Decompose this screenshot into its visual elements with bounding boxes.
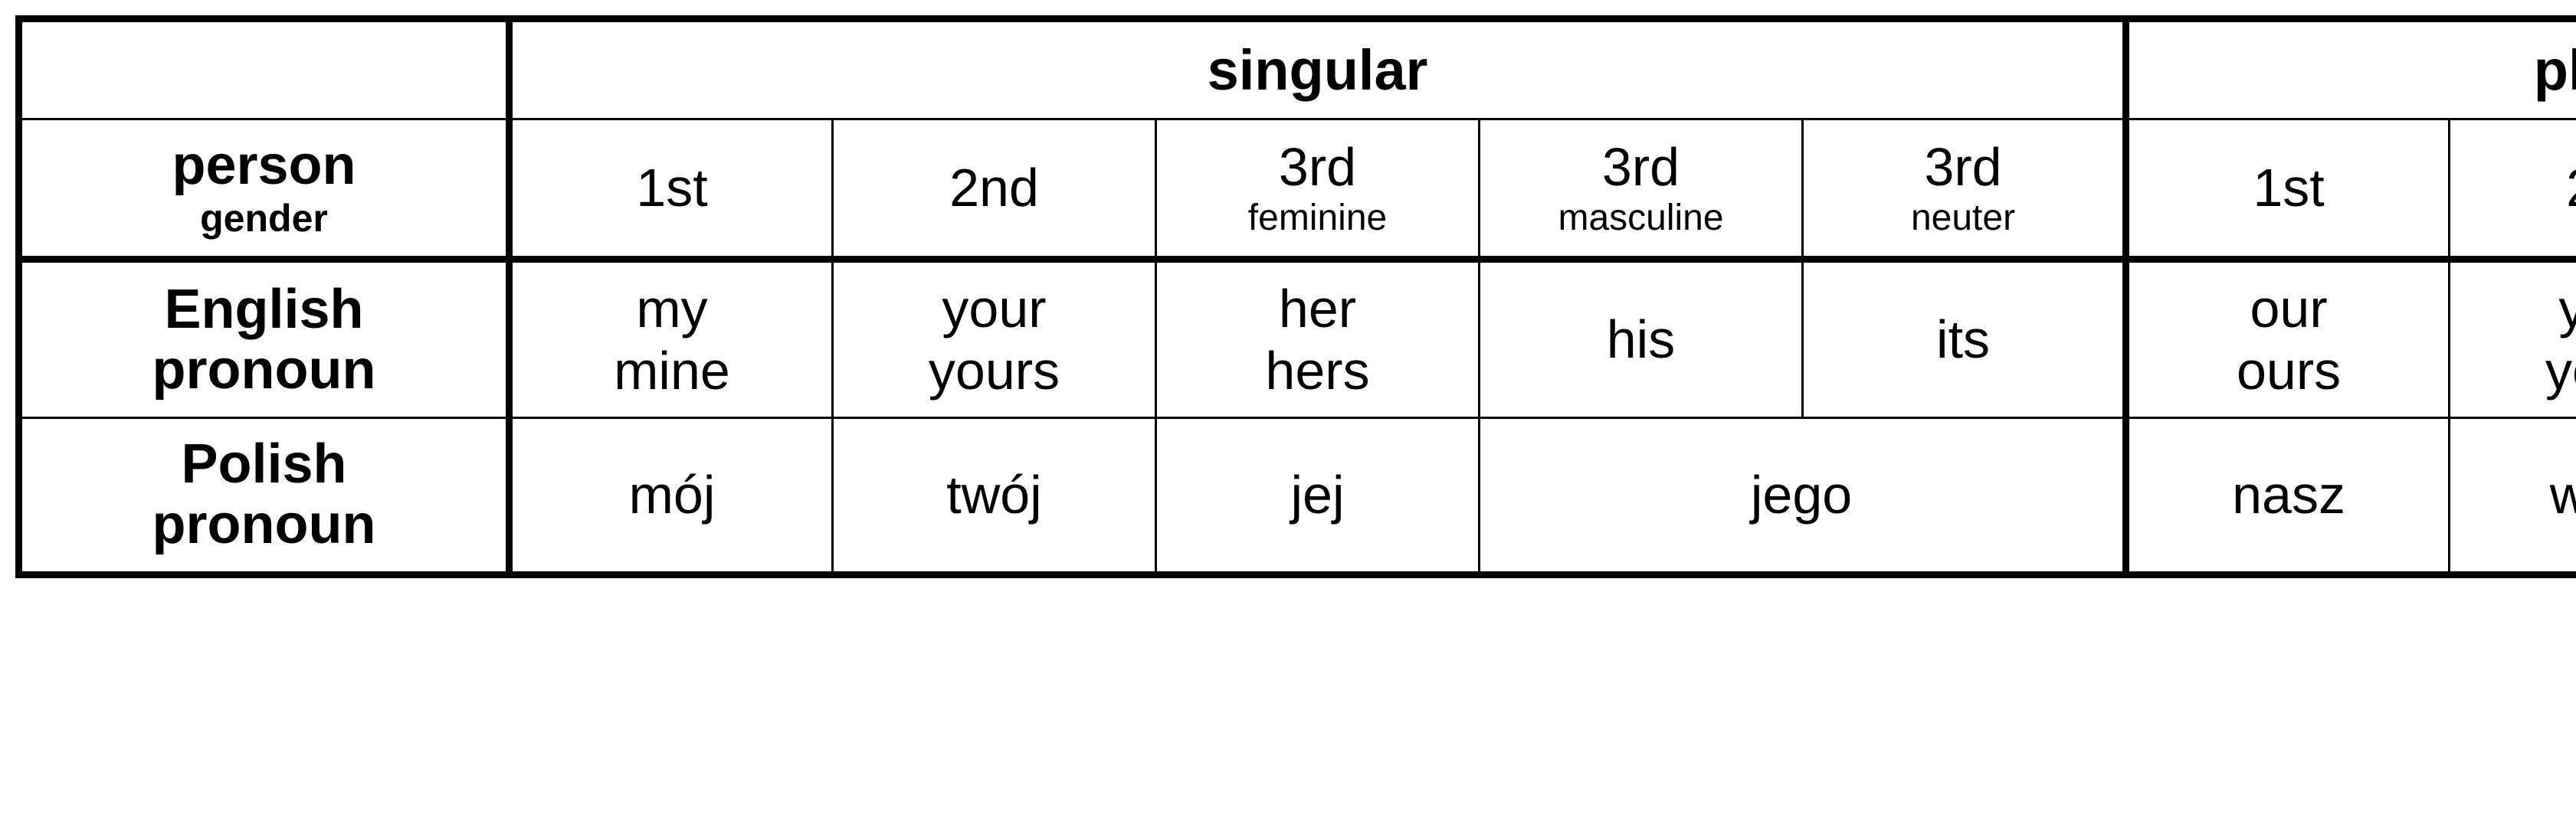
english-p2: your yours xyxy=(2450,260,2576,418)
header-blank xyxy=(19,19,510,119)
english-s2: your yours xyxy=(833,260,1156,418)
person-plur-1: 1st xyxy=(2126,119,2450,260)
header-singular-text: singular xyxy=(1208,38,1428,102)
rowlabel-polish: Polish pronoun xyxy=(19,418,510,574)
person-sing-2: 2nd xyxy=(833,119,1156,260)
polish-s3mn: jego xyxy=(1480,418,2126,574)
row-polish: Polish pronoun mój twój jej jego nasz wa… xyxy=(19,418,2576,574)
header-row-number: singular plural xyxy=(19,19,2576,119)
person-sing-1: 1st xyxy=(510,119,833,260)
polish-s3f: jej xyxy=(1156,418,1480,574)
polish-p2: wasz xyxy=(2450,418,2576,574)
header-plural-text: plural xyxy=(2534,38,2576,102)
english-p1: our ours xyxy=(2126,260,2450,418)
english-s3n: its xyxy=(1803,260,2126,418)
pronoun-table: singular plural person gender 1st 2nd 3r… xyxy=(15,15,2576,578)
polish-s2: twój xyxy=(833,418,1156,574)
person-plur-2: 2nd xyxy=(2450,119,2576,260)
english-s3f: her hers xyxy=(1156,260,1480,418)
rowlabel-person: person gender xyxy=(19,119,510,260)
rowlabel-english: English pronoun xyxy=(19,260,510,418)
row-english: English pronoun my mine your yours her h… xyxy=(19,260,2576,418)
polish-s1: mój xyxy=(510,418,833,574)
person-sing-3m: 3rd masculine xyxy=(1480,119,1803,260)
header-row-person: person gender 1st 2nd 3rd feminine 3rd m… xyxy=(19,119,2576,260)
rowlabel-person-main: person xyxy=(30,136,498,196)
header-plural: plural xyxy=(2126,19,2576,119)
header-singular: singular xyxy=(510,19,2126,119)
rowlabel-person-sub: gender xyxy=(30,196,498,240)
person-sing-3n: 3rd neuter xyxy=(1803,119,2126,260)
english-s1: my mine xyxy=(510,260,833,418)
person-sing-3f: 3rd feminine xyxy=(1156,119,1480,260)
english-s3m: his xyxy=(1480,260,1803,418)
polish-p1: nasz xyxy=(2126,418,2450,574)
